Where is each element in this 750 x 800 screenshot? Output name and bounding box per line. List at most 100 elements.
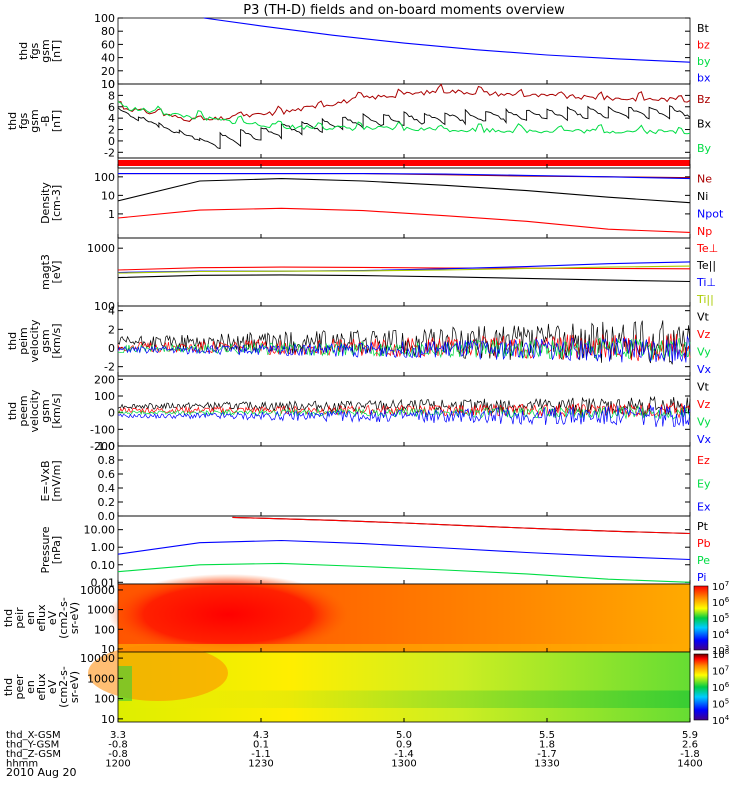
y-tick-label: 0 bbox=[108, 407, 115, 420]
ephem-value: 3.3 bbox=[110, 730, 126, 741]
ephem-value: 0.1 bbox=[253, 740, 269, 751]
y-tick-label: 2 bbox=[108, 323, 115, 336]
y-axis-label: [km/s] bbox=[50, 323, 63, 358]
y-axis-label: sr-eV) bbox=[68, 671, 81, 703]
legend-fgs-by: by bbox=[697, 55, 711, 68]
y-axis-label: [nT] bbox=[50, 40, 63, 62]
y-tick-label: 1.00 bbox=[91, 541, 116, 554]
y-axis-label: Pressure bbox=[39, 526, 52, 573]
colorbar-label-exponent: 4 bbox=[725, 714, 730, 722]
y-axis-label: eflux bbox=[35, 604, 48, 632]
y-tick-label: 0.01 bbox=[91, 576, 116, 589]
series-density-npot bbox=[118, 173, 691, 180]
ephem-value: 1.8 bbox=[539, 740, 555, 751]
y-axis-label: magt3 bbox=[39, 254, 52, 290]
y-axis-label: -B bbox=[39, 115, 52, 126]
colorbar-label: 104 bbox=[712, 628, 730, 641]
series-temp-ti bbox=[117, 265, 691, 274]
colorbar bbox=[693, 653, 709, 721]
y-tick-label: 0 bbox=[108, 135, 115, 148]
y-tick-label: 1000 bbox=[87, 242, 115, 255]
ephem-value: 0.9 bbox=[396, 740, 412, 751]
y-tick-label: 0.10 bbox=[91, 559, 116, 572]
y-tick-label: 1 bbox=[108, 208, 115, 221]
y-tick-label: 100 bbox=[94, 693, 115, 706]
y-tick-label: 6 bbox=[108, 101, 115, 114]
y-tick-label: 8 bbox=[108, 89, 115, 102]
series-peem_vel-vz bbox=[117, 402, 691, 419]
y-axis-label: peim bbox=[17, 327, 30, 355]
colorbar-label: 105 bbox=[712, 612, 729, 625]
y-axis-label: (cm2-s- bbox=[57, 597, 70, 639]
spectrogram-peak bbox=[108, 573, 348, 656]
y-tick-label: 1000 bbox=[87, 604, 115, 617]
legend-peem_vel-vt: Vt bbox=[697, 381, 710, 394]
y-tick-label: 10 bbox=[101, 713, 115, 726]
y-axis-label: [nT] bbox=[50, 110, 63, 132]
colorbar-label-exponent: 8 bbox=[725, 648, 729, 656]
y-axis-label: en bbox=[24, 611, 37, 625]
series-peim_vel-vz bbox=[117, 333, 691, 362]
legend-efield-ez: Ez bbox=[697, 454, 710, 467]
ephem-value: -0.8 bbox=[108, 740, 128, 751]
colorbar-label: 107 bbox=[712, 665, 729, 678]
y-axis-label: velocity bbox=[28, 319, 41, 362]
ephem-value: 1330 bbox=[534, 759, 559, 770]
legend-efield-ex: Ex bbox=[697, 501, 711, 514]
legend-temp-ti: Ti|| bbox=[696, 293, 714, 306]
ephem-value: -1.7 bbox=[537, 749, 557, 760]
y-axis-label: fgs bbox=[28, 42, 41, 59]
legend-density-ni: Ni bbox=[697, 190, 708, 203]
series-pressure-pb bbox=[232, 516, 691, 535]
legend-fgs-bz: bz bbox=[697, 38, 710, 51]
ephem-value: 2.6 bbox=[682, 740, 698, 751]
legend-peim_vel-vz: Vz bbox=[697, 328, 711, 341]
y-axis-label: [mV/m] bbox=[50, 460, 63, 501]
colorbar-label: 105 bbox=[712, 698, 729, 711]
series-fgs-bx bbox=[203, 17, 691, 63]
panel-efield-frame bbox=[117, 445, 691, 517]
y-axis-label: thd bbox=[2, 609, 15, 627]
legend-pressure-pb: Pb bbox=[697, 537, 711, 550]
legend-fgs-bx: bx bbox=[697, 71, 711, 84]
y-tick-label: -100 bbox=[90, 423, 115, 436]
series-peim_vel-vx bbox=[117, 335, 691, 363]
y-axis-label: gsm bbox=[28, 109, 41, 132]
y-axis-label: thd bbox=[17, 42, 30, 60]
legend-fgs_dsl-bz: Bz bbox=[697, 93, 711, 106]
colorbar-label-exponent: 5 bbox=[725, 698, 729, 706]
series-peem_vel-vx bbox=[117, 404, 691, 428]
y-tick-label: 1.0 bbox=[98, 440, 116, 453]
ephem-row-label: hhmm bbox=[6, 759, 38, 770]
ephem-value: 4.3 bbox=[253, 730, 269, 741]
y-tick-label: 100 bbox=[94, 12, 115, 25]
date-label: 2010 Aug 20 bbox=[6, 766, 76, 779]
legend-temp-te: Te⊥ bbox=[696, 242, 718, 255]
legend-density-npot: Npot bbox=[697, 208, 724, 221]
legend-peem_vel-vx: Vx bbox=[697, 433, 712, 446]
y-tick-label: 10000 bbox=[80, 652, 115, 665]
colorbar-label: 106 bbox=[712, 681, 730, 694]
panel-density-frame bbox=[117, 167, 691, 239]
y-axis-label: peir bbox=[13, 607, 26, 629]
y-tick-label: -200 bbox=[90, 440, 115, 453]
panel-pressure-frame bbox=[117, 515, 691, 585]
y-tick-label: 1000 bbox=[87, 672, 115, 685]
spectrogram-edge bbox=[118, 666, 132, 701]
y-tick-label: 10 bbox=[101, 189, 115, 202]
y-tick-label: 80 bbox=[101, 25, 115, 38]
ephem-value: 5.5 bbox=[539, 730, 555, 741]
colorbar-label-exponent: 7 bbox=[725, 665, 729, 673]
y-tick-label: 60 bbox=[101, 38, 115, 51]
legend-pressure-pi: Pi bbox=[697, 571, 706, 584]
legend-temp-ti: Ti⊥ bbox=[696, 276, 716, 289]
legend-temp-te: Te|| bbox=[696, 259, 716, 272]
legend-peem_vel-vy: Vy bbox=[697, 416, 711, 429]
ephem-row-label: thd_X-GSM bbox=[6, 730, 61, 741]
y-axis-label: [eV] bbox=[50, 261, 63, 284]
y-axis-label: thd bbox=[6, 332, 19, 350]
separator-bar bbox=[118, 160, 690, 166]
ephem-row-label: thd_Z-GSM bbox=[6, 749, 61, 760]
y-tick-label: 100 bbox=[94, 300, 115, 313]
series-density-np bbox=[117, 207, 691, 233]
